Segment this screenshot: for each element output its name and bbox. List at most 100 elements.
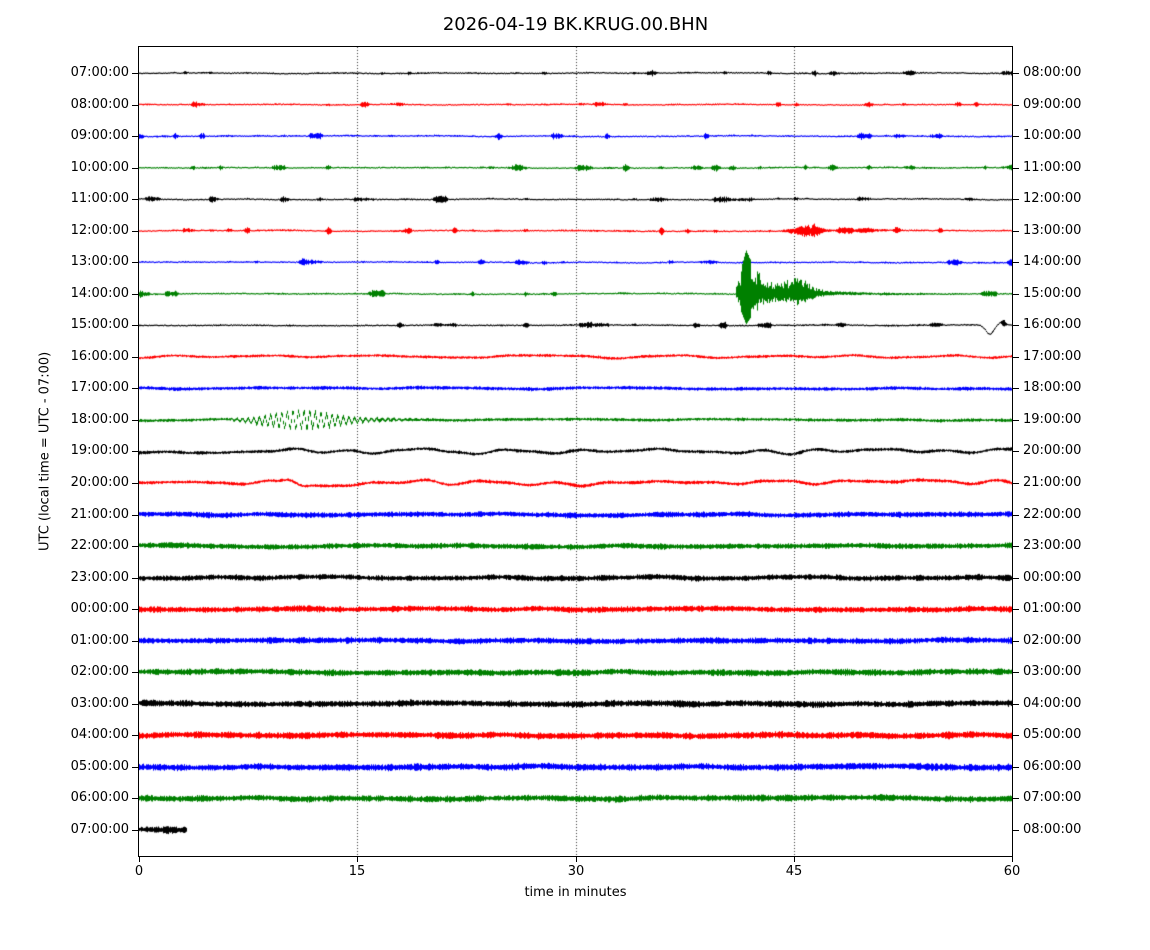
utc-time-label: 01:00:00 bbox=[70, 632, 129, 648]
local-time-label: 08:00:00 bbox=[1023, 65, 1082, 80]
local-time-label: 12:00:00 bbox=[1023, 191, 1082, 207]
left-axis-tick bbox=[132, 388, 138, 389]
local-time-label: 02:00:00 bbox=[1023, 632, 1082, 648]
x-tick-label: 45 bbox=[785, 864, 803, 879]
local-time-label: 22:00:00 bbox=[1023, 506, 1082, 522]
local-time-label: 11:00:00 bbox=[1023, 159, 1082, 175]
seismogram-traces-canvas bbox=[139, 47, 1012, 856]
left-axis-tick bbox=[132, 515, 138, 516]
utc-time-label: 21:00:00 bbox=[70, 506, 129, 522]
left-axis-tick bbox=[132, 830, 138, 831]
right-axis-tick bbox=[1013, 168, 1019, 169]
local-time-label: 04:00:00 bbox=[1023, 695, 1082, 711]
right-axis-tick bbox=[1013, 798, 1019, 799]
right-axis-tick bbox=[1013, 357, 1019, 358]
left-axis-tick bbox=[132, 325, 138, 326]
utc-time-label: 22:00:00 bbox=[70, 538, 129, 554]
utc-time-label: 18:00:00 bbox=[70, 411, 129, 427]
local-time-label: 14:00:00 bbox=[1023, 254, 1082, 270]
utc-time-label: 08:00:00 bbox=[70, 96, 129, 112]
right-axis-tick bbox=[1013, 483, 1019, 484]
left-axis-tick bbox=[132, 483, 138, 484]
x-tick-label: 30 bbox=[567, 864, 585, 879]
x-tick-label: 60 bbox=[1003, 864, 1021, 879]
right-axis-tick bbox=[1013, 231, 1019, 232]
utc-time-label: 11:00:00 bbox=[70, 191, 129, 207]
left-axis-tick bbox=[132, 641, 138, 642]
left-axis-tick bbox=[132, 609, 138, 610]
chart-title: 2026-04-19 BK.KRUG.00.BHN bbox=[442, 14, 709, 35]
left-axis-tick bbox=[132, 294, 138, 295]
x-axis-label: time in minutes bbox=[524, 885, 627, 900]
local-time-label: 17:00:00 bbox=[1023, 348, 1082, 364]
utc-time-label: 05:00:00 bbox=[70, 758, 129, 774]
left-axis-tick bbox=[132, 420, 138, 421]
local-time-label: 07:00:00 bbox=[1023, 790, 1082, 806]
local-time-label: 23:00:00 bbox=[1023, 538, 1082, 554]
local-time-label: 06:00:00 bbox=[1023, 758, 1082, 774]
local-time-label: 00:00:00 bbox=[1023, 569, 1082, 585]
local-time-label: 01:00:00 bbox=[1023, 601, 1082, 617]
left-axis-tick bbox=[132, 168, 138, 169]
right-axis-tick bbox=[1013, 546, 1019, 547]
x-tick-label: 0 bbox=[134, 864, 144, 879]
right-axis-tick bbox=[1013, 704, 1019, 705]
local-time-label: 05:00:00 bbox=[1023, 727, 1082, 743]
right-axis-tick bbox=[1013, 641, 1019, 642]
right-axis-tick bbox=[1013, 451, 1019, 452]
utc-time-label: 14:00:00 bbox=[70, 285, 129, 301]
right-axis-tick bbox=[1013, 515, 1019, 516]
right-axis-tick bbox=[1013, 830, 1019, 831]
left-axis-tick bbox=[132, 578, 138, 579]
local-time-label: 13:00:00 bbox=[1023, 222, 1082, 238]
utc-time-label: 20:00:00 bbox=[70, 475, 129, 491]
left-axis-tick bbox=[132, 136, 138, 137]
left-axis-tick bbox=[132, 73, 138, 74]
local-time-label: 09:00:00 bbox=[1023, 96, 1082, 112]
left-axis-tick bbox=[132, 672, 138, 673]
local-time-label: 21:00:00 bbox=[1023, 475, 1082, 491]
local-time-label: 15:00:00 bbox=[1023, 285, 1082, 301]
local-time-label: 18:00:00 bbox=[1023, 380, 1082, 396]
local-time-label: 08:00:00 bbox=[1023, 821, 1082, 837]
right-axis-tick bbox=[1013, 73, 1019, 74]
right-axis-tick bbox=[1013, 672, 1019, 673]
utc-time-label: 13:00:00 bbox=[70, 254, 129, 270]
right-axis-tick bbox=[1013, 105, 1019, 106]
utc-time-label: 06:00:00 bbox=[70, 790, 129, 806]
right-axis-tick bbox=[1013, 420, 1019, 421]
left-axis-tick bbox=[132, 451, 138, 452]
left-axis-tick bbox=[132, 105, 138, 106]
left-axis-tick bbox=[132, 767, 138, 768]
utc-time-label: 07:00:00 bbox=[70, 65, 129, 80]
utc-time-label: 23:00:00 bbox=[70, 569, 129, 585]
left-axis-tick bbox=[132, 735, 138, 736]
x-axis-tick bbox=[357, 857, 358, 862]
right-axis-tick bbox=[1013, 735, 1019, 736]
utc-time-label: 04:00:00 bbox=[70, 727, 129, 743]
left-axis-tick bbox=[132, 262, 138, 263]
left-axis-tick bbox=[132, 199, 138, 200]
right-axis-tick bbox=[1013, 578, 1019, 579]
local-time-label: 19:00:00 bbox=[1023, 411, 1082, 427]
x-tick-label: 15 bbox=[348, 864, 366, 879]
local-time-label: 16:00:00 bbox=[1023, 317, 1082, 333]
x-axis-tick bbox=[576, 857, 577, 862]
utc-time-label: 07:00:00 bbox=[70, 821, 129, 837]
left-axis-tick bbox=[132, 798, 138, 799]
local-time-label: 20:00:00 bbox=[1023, 443, 1082, 459]
utc-time-label: 15:00:00 bbox=[70, 317, 129, 333]
x-axis-tick bbox=[1012, 857, 1013, 862]
right-axis-tick bbox=[1013, 199, 1019, 200]
utc-time-label: 00:00:00 bbox=[70, 601, 129, 617]
utc-time-label: 17:00:00 bbox=[70, 380, 129, 396]
right-axis-tick bbox=[1013, 262, 1019, 263]
right-axis-tick bbox=[1013, 767, 1019, 768]
right-axis-tick bbox=[1013, 609, 1019, 610]
utc-time-label: 02:00:00 bbox=[70, 664, 129, 680]
right-axis-tick bbox=[1013, 325, 1019, 326]
utc-time-label: 16:00:00 bbox=[70, 348, 129, 364]
right-axis-tick bbox=[1013, 136, 1019, 137]
right-axis-tick bbox=[1013, 294, 1019, 295]
